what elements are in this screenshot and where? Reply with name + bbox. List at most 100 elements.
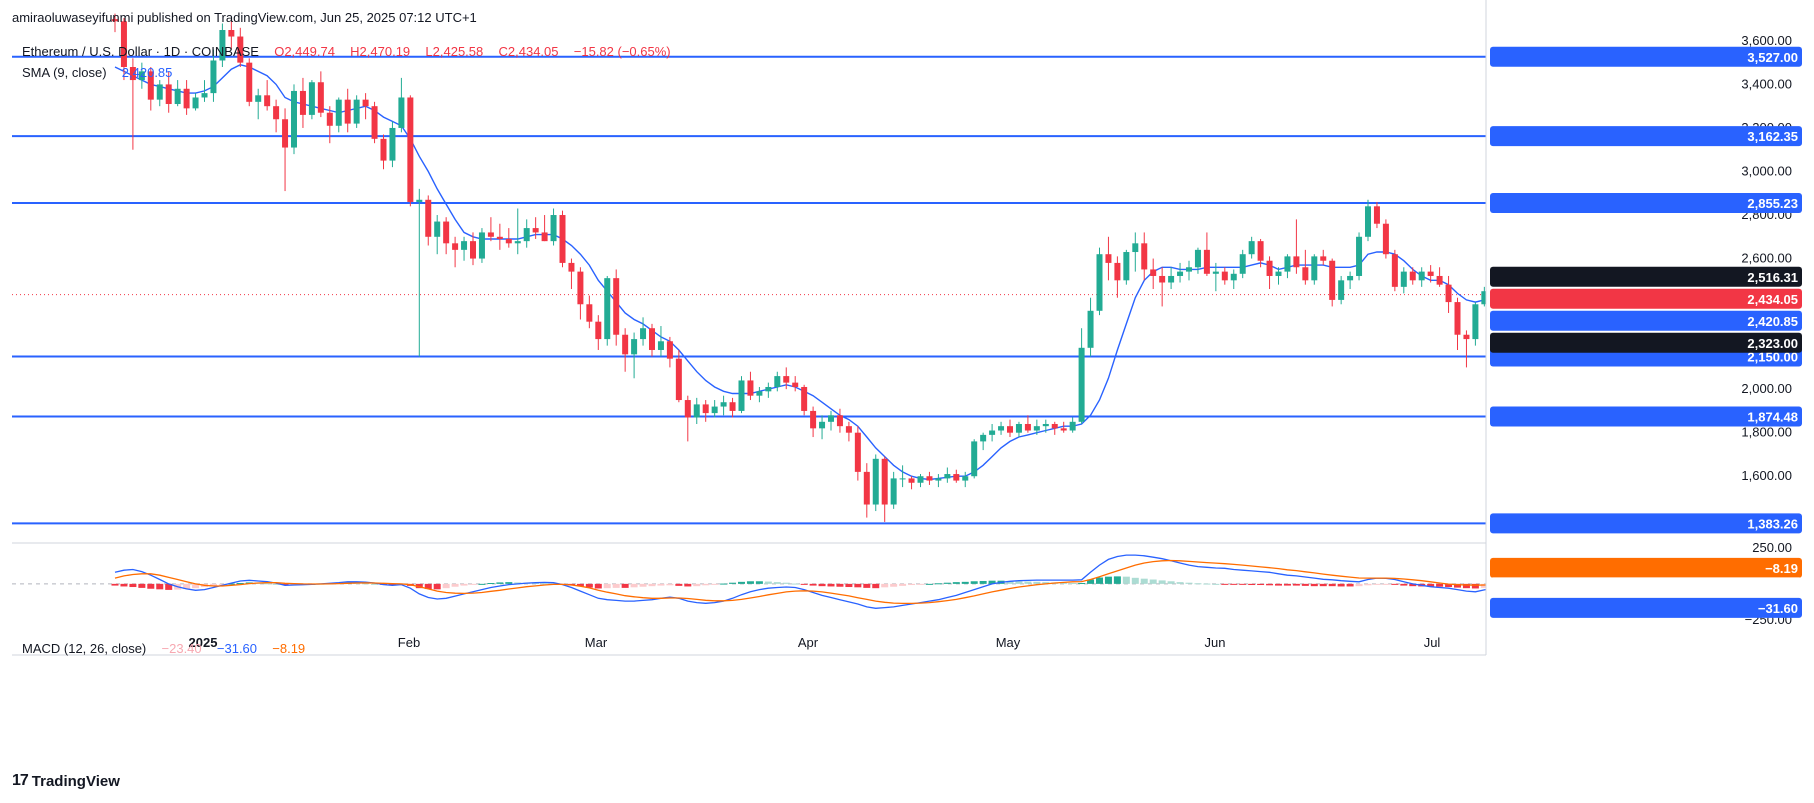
macd-hist-bar <box>1292 583 1300 586</box>
level-tag: 3,162.35 <box>1747 129 1798 144</box>
macd-signal-value: −8.19 <box>272 641 306 656</box>
macd-tag: −23.40 <box>1758 581 1798 596</box>
candle-body <box>1248 241 1255 255</box>
macd-legend[interactable]: MACD (12, 26, close) −23.40 −31.60 −8.19 <box>22 641 305 656</box>
candle-body <box>711 406 718 414</box>
publisher-line: amiraoluwaseyifunmi published on Trading… <box>12 10 477 25</box>
macd-hist-bar <box>1436 583 1444 587</box>
sma-legend[interactable]: SMA (9, close) 2,420.85 <box>22 65 172 80</box>
candle-body <box>720 402 727 407</box>
macd-hist-bar <box>603 583 611 589</box>
macd-label: MACD (12, 26, close) <box>22 641 147 656</box>
candle-body <box>935 478 942 481</box>
level-tag-bg <box>1490 126 1802 147</box>
candle-body <box>845 426 852 433</box>
candle-body <box>738 380 745 411</box>
candle-body <box>246 62 253 102</box>
candle-body <box>863 471 870 505</box>
candle-body <box>1463 334 1470 340</box>
candle-body <box>1347 275 1354 281</box>
candle-body <box>1302 267 1309 281</box>
candle-body <box>702 404 709 414</box>
candle-body <box>640 328 647 340</box>
candle-body <box>917 476 924 483</box>
price-axis[interactable]: 3,600.003,400.003,200.003,000.002,800.00… <box>1485 0 1814 660</box>
candle-body <box>112 19 118 22</box>
macd-hist-bar <box>863 583 871 588</box>
macd-tag-bg <box>1490 557 1802 578</box>
time-axis[interactable]: 2025 Feb Mar Apr May Jun Jul <box>189 635 1441 650</box>
candle-body <box>1239 254 1246 274</box>
macd-hist-bar <box>827 583 835 587</box>
tradingview-logo-icon: 17 <box>12 772 29 789</box>
candle-body <box>613 278 620 335</box>
price-tag: 2,323.00 <box>1747 336 1798 351</box>
candle-body <box>1087 310 1094 348</box>
macd-hist-bar <box>925 583 933 585</box>
candle-body <box>389 127 396 161</box>
candle-body <box>872 458 879 505</box>
candle-body <box>1168 275 1175 283</box>
macd-hist-bar <box>979 580 987 584</box>
macd-hist-bar <box>1266 583 1274 586</box>
candle-body <box>1024 423 1031 431</box>
price-tag: 2,434.05 <box>1747 292 1798 307</box>
macd-hist-bar <box>1096 577 1103 584</box>
candle-body <box>1311 256 1318 281</box>
candle-body <box>1427 271 1434 276</box>
candle-body <box>434 221 441 237</box>
candle-body <box>478 232 485 259</box>
candle-body <box>416 199 423 202</box>
candle-body <box>1105 254 1112 263</box>
low-value: L2,425.58 <box>425 44 484 59</box>
macd-hist-bar <box>1221 583 1229 585</box>
level-tag-bg <box>1490 513 1802 534</box>
sma-value: 2,420.85 <box>121 65 173 80</box>
candle-body <box>1123 252 1130 281</box>
candle-body <box>362 99 369 107</box>
candle-body <box>470 241 476 259</box>
macd-hist-bar <box>1212 583 1220 585</box>
macd-hist-bar <box>1203 583 1211 585</box>
macd-hist-bar <box>487 582 495 584</box>
candle-body <box>747 380 754 396</box>
macd-hist-bar <box>1275 583 1282 586</box>
candle-body <box>693 404 700 418</box>
macd-hist-bar <box>890 583 898 587</box>
candle-body <box>407 97 414 202</box>
brand-name: TradingView <box>31 772 120 790</box>
macd-signal-line <box>114 559 1494 605</box>
macd-hist-bar <box>1409 583 1417 587</box>
macd-hist-bar <box>120 583 128 587</box>
macd-tag: −31.60 <box>1758 601 1798 616</box>
macd-hist-bar <box>684 583 692 587</box>
candle-body <box>192 97 199 109</box>
change-value: −15.82 (−0.65%) <box>573 44 671 59</box>
macd-hist-bar <box>1087 579 1095 584</box>
candle-body <box>228 30 235 37</box>
macd-hist-bar <box>165 583 173 590</box>
symbol-name[interactable]: Ethereum / U.S. Dollar · 1D · COINBASE <box>22 44 259 59</box>
macd-hist-bar <box>1158 580 1166 584</box>
macd-hist-bar <box>1239 583 1247 585</box>
macd-hist-bar <box>496 582 504 584</box>
macd-hist-bar <box>227 583 235 585</box>
candle-body <box>1284 256 1291 272</box>
macd-hist-bar <box>773 582 781 584</box>
candle-body <box>1015 423 1022 433</box>
macd-hist-bar <box>621 583 629 588</box>
macd-tag: −8.19 <box>1765 561 1798 576</box>
macd-hist-bar <box>236 582 244 584</box>
candle-body <box>425 199 432 237</box>
macd-hist-bar <box>943 582 951 584</box>
macd-hist-bar <box>514 582 522 584</box>
candle-body <box>1275 271 1282 276</box>
x-tick-label: Apr <box>798 635 819 650</box>
candle-body <box>317 82 324 113</box>
macd-hist-bar <box>1230 583 1238 585</box>
tradingview-brand[interactable]: 17 TradingView <box>12 772 120 790</box>
candle-body <box>282 119 289 148</box>
macd-tag-bg <box>1490 597 1802 618</box>
macd-hist-bar <box>872 583 880 589</box>
